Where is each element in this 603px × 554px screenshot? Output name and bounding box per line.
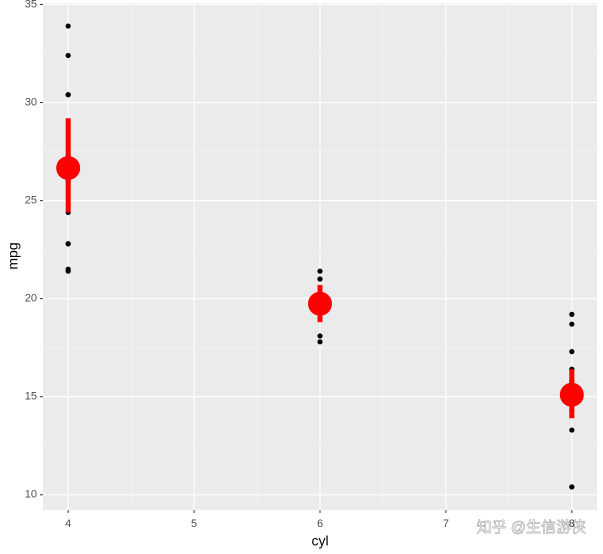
y-tick-label: 35 xyxy=(25,0,37,10)
grid xyxy=(43,3,597,510)
point xyxy=(65,92,71,98)
y-axis-title: mpg xyxy=(5,242,21,269)
point xyxy=(65,268,71,274)
x-tick-label: 5 xyxy=(191,518,197,530)
mean-point xyxy=(56,156,81,181)
x-tick-label: 7 xyxy=(443,518,449,530)
point xyxy=(569,321,575,327)
y-tick-label: 20 xyxy=(25,293,37,305)
point xyxy=(569,311,575,317)
point xyxy=(65,52,71,59)
y-tick-label: 15 xyxy=(25,391,37,403)
point xyxy=(65,23,71,29)
mean-point xyxy=(308,291,332,316)
point xyxy=(569,484,575,490)
x-tick-label: 6 xyxy=(317,518,323,530)
point xyxy=(317,333,323,339)
point xyxy=(317,268,323,274)
point xyxy=(317,339,323,345)
x-tick-label: 4 xyxy=(65,518,71,530)
watermark: 知乎 @生信游侠 xyxy=(477,519,586,536)
point xyxy=(317,276,323,282)
y-tick-label: 10 xyxy=(25,489,37,501)
y-tick-label: 25 xyxy=(25,195,37,207)
point xyxy=(65,241,71,247)
x-axis-title: cyl xyxy=(311,533,328,549)
y-tick-label: 30 xyxy=(25,96,37,108)
marks xyxy=(56,23,584,490)
x-tick-label: 8 xyxy=(569,518,575,530)
mean-point xyxy=(559,382,584,407)
point xyxy=(569,427,575,433)
point xyxy=(569,349,575,355)
